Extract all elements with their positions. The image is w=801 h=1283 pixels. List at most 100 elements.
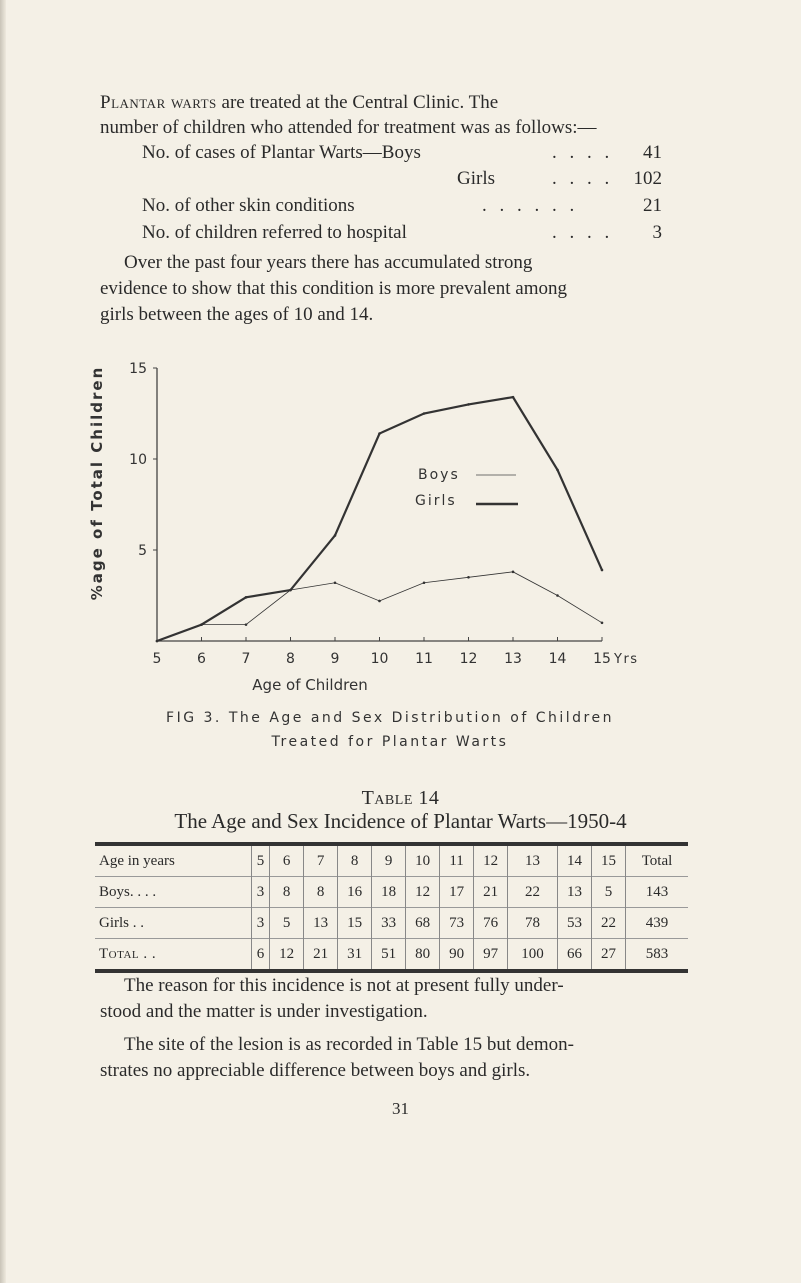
data-point-boys — [511, 570, 515, 574]
y-tick-label: 10 — [129, 452, 147, 468]
page-number: 31 — [392, 1099, 409, 1118]
table-caption: The Age and Sex Incidence of Plantar War… — [174, 809, 627, 833]
table-cell: 13 — [557, 876, 592, 908]
paragraph-site: The site of the lesion is as recorded in… — [100, 1032, 700, 1084]
data-point-boys — [556, 594, 559, 597]
stat-value: 21 — [643, 195, 662, 216]
table-header-row: Age in years 5 6 7 8 9 10 11 12 13 14 15 Total — [95, 844, 688, 877]
table-cell: 439 — [625, 907, 688, 939]
table-cell: 66 — [557, 938, 592, 971]
text-line: girls between the ages of 10 and 14. — [100, 304, 374, 325]
table-cell: 16 — [337, 876, 372, 908]
table-cell: 14 — [557, 844, 592, 877]
figure-caption-line-2: Treated for Plantar Warts — [271, 734, 509, 750]
data-point-girls — [556, 468, 559, 472]
stat-dots: . . . . — [552, 222, 614, 243]
data-point-boys — [422, 581, 426, 585]
text-line: The site of the lesion is as recorded in… — [124, 1034, 574, 1055]
stat-label: No. of children referred to hospital — [142, 222, 407, 243]
y-tick-label: 5 — [138, 543, 147, 559]
y-axis-title: %age of Total Children — [88, 366, 106, 601]
stat-dots: . . . . — [552, 168, 614, 189]
table-cell: 13 — [303, 907, 338, 939]
table-cell: 33 — [371, 907, 406, 939]
x-tick-label: 8 — [286, 651, 295, 667]
table-cell: 17 — [439, 876, 474, 908]
x-tick-label: 10 — [371, 651, 389, 667]
table-cell: 12 — [269, 938, 304, 971]
figure-caption-line-1: FIG 3. The Age and Sex Distribution of C… — [166, 710, 614, 726]
table-cell: 97 — [473, 938, 508, 971]
x-tick-label: 5 — [153, 651, 162, 667]
chart-marks — [155, 395, 604, 643]
stat-row: No. of children referred to hospital . . … — [142, 222, 662, 244]
data-point-girls — [511, 395, 515, 399]
stat-label: No. of cases of Plantar Warts—Boys — [142, 142, 421, 163]
table-cell: Total — [625, 844, 688, 877]
x-axis-title: Age of Children — [252, 676, 367, 694]
table-cell: 5 — [269, 907, 304, 939]
table-title: Table 14 — [361, 787, 440, 809]
table-cell: 80 — [405, 938, 440, 971]
stat-label: Girls — [457, 168, 495, 189]
table-cell: 51 — [371, 938, 406, 971]
table-cell: 76 — [473, 907, 508, 939]
data-point-girls — [244, 596, 248, 599]
table-cell: 12 — [405, 876, 440, 908]
data-point-girls — [467, 403, 470, 406]
data-point-girls — [600, 568, 604, 572]
table-cell: 22 — [591, 907, 626, 939]
x-tick-label: 14 — [549, 651, 567, 667]
text-line: Over the past four years there has accum… — [124, 252, 533, 273]
table-cell: 53 — [557, 907, 592, 939]
row-label: Boys. . . . — [95, 876, 252, 908]
table-cell: 6 — [250, 938, 270, 971]
table-cell: 68 — [405, 907, 440, 939]
table-cell: 15 — [591, 844, 626, 877]
table-cell: 31 — [337, 938, 372, 971]
paragraph-evidence: Over the past four years there has accum… — [100, 250, 700, 328]
table-row: Girls . . 3 5 13 15 33 68 73 76 78 53 22 439 — [95, 907, 688, 939]
series-line-boys — [156, 571, 603, 642]
data-point-girls — [333, 534, 337, 537]
table-cell: 5 — [591, 876, 626, 908]
paragraph-reason: The reason for this incidence is not at … — [100, 973, 700, 1025]
stat-value: 102 — [633, 168, 663, 189]
x-tick-label: 9 — [331, 651, 340, 667]
data-point-boys — [467, 576, 470, 579]
table-cell: 10 — [405, 844, 440, 877]
table-cell: 11 — [439, 844, 474, 877]
table-row: Total . . 6 12 21 31 51 80 90 97 100 66 27 583 — [95, 938, 688, 971]
table-cell: 8 — [269, 876, 304, 908]
table-row: Boys. . . . 3 8 8 16 18 12 17 21 22 13 5 143 — [95, 876, 688, 908]
x-tick-label: 6 — [197, 651, 206, 667]
text-line: strates no appreciable difference betwee… — [100, 1060, 531, 1081]
table-cell: 3 — [250, 876, 270, 908]
table-cell: 18 — [371, 876, 406, 908]
x-tick-label: 7 — [242, 651, 251, 667]
data-point-boys — [600, 621, 604, 625]
intro-rest: are treated at the Central Clinic. The — [216, 92, 499, 113]
row-label: Total . . — [95, 938, 252, 971]
data-point-boys — [378, 599, 381, 603]
stat-row: No. of cases of Plantar Warts—Boys . . . … — [142, 142, 662, 164]
stat-dots: . . . . — [552, 142, 614, 163]
x-tick-label: 11 — [415, 651, 433, 667]
y-tick-label: 15 — [129, 361, 147, 377]
table-cell: 21 — [303, 938, 338, 971]
table-cell: 21 — [473, 876, 508, 908]
table-cell: 5 — [250, 844, 270, 877]
stat-row: No. of other skin conditions . . . . . . 2… — [142, 195, 662, 217]
table-cell: 9 — [371, 844, 406, 877]
data-point-girls — [289, 588, 292, 592]
data-point-boys — [244, 623, 248, 626]
table-cell: 8 — [303, 876, 338, 908]
data-point-girls — [200, 623, 203, 626]
stat-value: 41 — [643, 142, 662, 163]
intro-line-1: Plantar warts are treated at the Central… — [100, 92, 498, 114]
data-point-girls — [155, 639, 159, 643]
table-cell: 13 — [507, 844, 558, 877]
table-cell: 6 — [269, 844, 304, 877]
x-tick-label: 15 — [593, 651, 611, 667]
